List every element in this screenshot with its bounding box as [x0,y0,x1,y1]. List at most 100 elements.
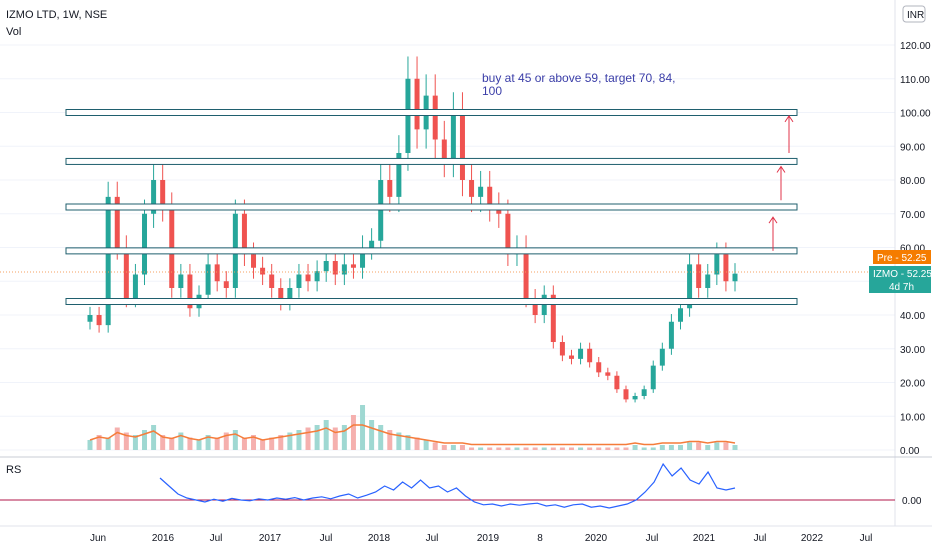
level-box [65,298,798,305]
volume-bar [459,445,465,450]
candle-body [459,112,465,180]
volume-bar [96,435,102,450]
volume-bar [323,420,329,450]
volume-bars [87,405,738,450]
volume-bar [369,420,375,450]
volume-bar [296,430,302,450]
volume-bar [605,447,611,450]
candle-body [587,348,593,363]
volume-bar [196,440,202,450]
level-box [65,203,798,211]
volume-bar [632,445,638,450]
candle-body [687,264,693,309]
candle-body [559,342,565,356]
candle-body [478,186,484,197]
volume-bar [541,447,547,450]
note-line-1[interactable]: buy at 45 or above 59, target 70, 84, [482,71,675,85]
candle-body [396,153,402,197]
candle-body [87,315,93,322]
volume-bar [559,447,565,450]
price-tick: 100.00 [900,109,931,120]
volume-bar [487,447,493,450]
rs-line [159,462,736,509]
level-box [65,109,798,116]
candle-body [705,274,711,288]
price-axis: 0.0010.0020.0030.0040.0050.0060.0070.008… [900,41,931,457]
volume-bar [360,405,366,450]
price-tick: 120.00 [900,41,931,52]
volume-bar [214,437,220,450]
volume-bar [677,445,683,450]
volume-bar [305,427,311,450]
price-tick: 10.00 [900,412,925,423]
volume-bar [705,445,711,450]
candle-body [132,274,138,299]
last-price-badge [869,266,931,293]
volume-bar [450,445,456,450]
time-tick: 2021 [693,533,716,544]
candle-body [387,180,393,197]
candle-body [151,180,157,214]
candle-body [260,267,266,275]
candle-body [269,274,275,288]
candle-body [550,294,556,342]
price-tick: 110.00 [900,75,930,86]
volume-bar [169,437,175,450]
time-tick: Jul [754,533,767,544]
currency-button[interactable] [902,5,926,23]
candle-body [241,213,247,255]
rs-zero-tick: 0.00 [902,496,922,507]
candle-body [114,196,120,248]
volume-bar [105,437,111,450]
time-tick: 2022 [801,533,824,544]
candle-body [641,389,647,396]
time-tick: 2020 [585,533,608,544]
symbol-title[interactable]: IZMO LTD, 1W, NSE [6,9,107,21]
level-boxes [65,109,798,305]
candle-body [469,180,475,197]
volume-bar [668,445,674,450]
volume-bar [241,437,247,450]
time-tick: Jul [320,533,333,544]
candle-body [323,261,329,272]
level-box [65,247,798,255]
volume-bar [232,430,238,450]
target-arrowhead [768,216,778,224]
time-tick: Jul [210,533,223,544]
time-axis: Jun 2016 Jul 2017 Jul 2018 Jul 2019 8 2020 Jul 2021… [90,533,872,544]
volume-bar [496,447,502,450]
candle-body [332,261,338,275]
candle-body [578,348,584,359]
volume-bar [414,437,420,450]
candle-body [251,254,257,268]
candle-body [305,274,311,282]
rs-label[interactable]: RS [6,464,21,476]
candle-body [650,365,656,390]
price-tick: 40.00 [900,311,925,322]
volume-bar [432,442,438,450]
note-line-2[interactable]: 100 [482,84,502,98]
candle-body [632,396,638,400]
candle-body [350,264,356,268]
volume-bar [314,425,320,450]
candle-body [532,298,538,315]
volume-bar [687,442,693,450]
candle-body [105,196,111,326]
volume-bar [251,435,257,450]
volume-bar [287,432,293,450]
price-tick: 90.00 [900,142,925,153]
volume-bar [350,415,356,450]
candle-body [614,375,620,390]
candle-body [505,213,511,255]
currency-label: INR [907,10,924,21]
time-tick: 8 [537,533,543,544]
candle-body [369,240,375,248]
volume-bar [723,442,729,450]
time-tick: Jul [426,533,439,544]
target-arrowhead [784,114,794,123]
volume-bar [587,447,593,450]
price-tick: 80.00 [900,176,925,187]
volume-label[interactable]: Vol [6,26,21,38]
